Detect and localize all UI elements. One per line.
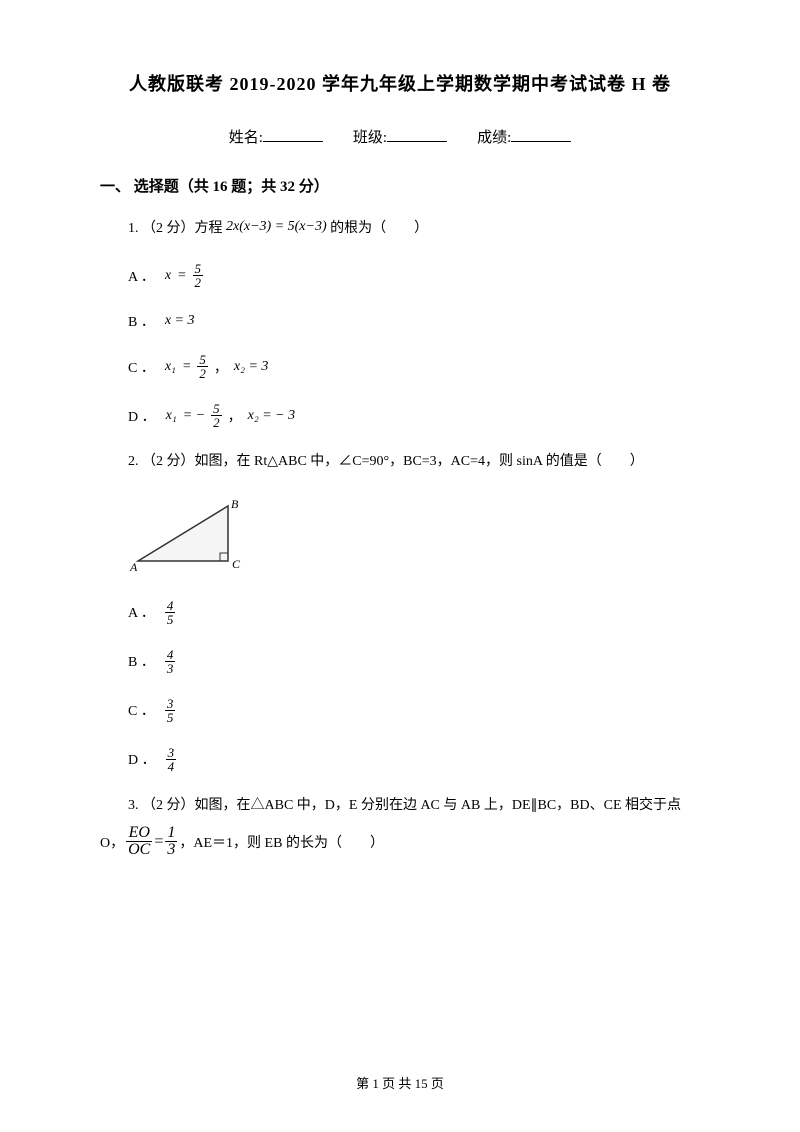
page-title: 人教版联考 2019-2020 学年九年级上学期数学期中考试试卷 H 卷	[100, 70, 700, 96]
q2-option-d[interactable]: D ． 3 4	[128, 746, 700, 773]
q1-optA-frac: 5 2	[193, 262, 204, 289]
page-footer: 第 1 页 共 15 页	[0, 1073, 800, 1092]
q1-optC-x2: x₂ = 3	[234, 359, 269, 375]
q1-optC-sep: ，	[214, 357, 228, 377]
q2-option-a[interactable]: A ． 4 5	[128, 599, 700, 626]
q2-stem: 2. （2 分）如图，在 Rt△ABC 中，∠C=90°，BC=3，AC=4，则…	[128, 451, 700, 473]
q1-equation: 2x(x−3) = 5(x−3)	[226, 219, 327, 234]
class-label: 班级:	[353, 130, 387, 146]
score-label: 成绩:	[477, 130, 511, 146]
q1-optA-num: 5	[193, 262, 204, 275]
q2-option-c[interactable]: C ． 3 5	[128, 697, 700, 724]
q1-optA-eq: =	[177, 268, 186, 284]
q1-option-b[interactable]: B ． x = 3	[128, 311, 700, 331]
q1-optD-x2: x₂ = − 3	[248, 408, 295, 424]
exam-page: 人教版联考 2019-2020 学年九年级上学期数学期中考试试卷 H 卷 姓名:…	[0, 0, 800, 1132]
student-info-line: 姓名: 班级: 成绩:	[100, 126, 700, 147]
section-1-heading: 一、 选择题（共 16 题；共 32 分）	[100, 175, 700, 196]
q2-optD-num: 3	[166, 746, 177, 759]
q1-option-c[interactable]: C ． x₁ = 5 2 ， x₂ = 3	[128, 353, 700, 380]
q2-option-b[interactable]: B ． 4 3	[128, 648, 700, 675]
q1-optD-sep: ，	[228, 406, 242, 426]
q1-optD-frac: 5 2	[211, 402, 222, 429]
vertex-A: A	[129, 560, 138, 574]
class-blank[interactable]	[387, 141, 447, 142]
q3-frac2-num: 1	[165, 825, 177, 841]
footer-total: 15	[415, 1076, 428, 1091]
q1-option-d[interactable]: D ． x₁ = − 5 2 ， x₂ = − 3	[128, 402, 700, 429]
q2-optC-label: C ．	[128, 700, 155, 720]
q3-frac1-den: OC	[126, 841, 152, 858]
footer-mid: 页 共	[379, 1076, 415, 1091]
q1-optA-var: x	[165, 268, 171, 284]
q1-optC-eq1: =	[182, 359, 191, 375]
q1-optD-eq1: = −	[183, 408, 205, 424]
vertex-B: B	[231, 497, 239, 511]
q2-optA-den: 5	[165, 612, 176, 626]
q2-optA-frac: 4 5	[165, 599, 176, 626]
q1-option-a[interactable]: A ． x = 5 2	[128, 262, 700, 289]
q3-frac1-num: EO	[127, 825, 152, 841]
q2-optD-label: D ．	[128, 749, 156, 769]
q1-optC-label: C ．	[128, 357, 155, 377]
q2-optD-den: 4	[166, 759, 177, 773]
q3-stem: 3. （2 分）如图，在△ABC 中，D，E 分别在边 AC 与 AB 上，DE…	[128, 795, 700, 817]
q1-optC-den: 2	[197, 366, 208, 380]
q1-stem: 1. （2 分）方程 2x(x−3) = 5(x−3) 的根为（ ）	[128, 218, 700, 240]
q1-stem-pre: 1. （2 分）方程	[128, 221, 226, 236]
q1-optC-frac: 5 2	[197, 353, 208, 380]
vertex-C: C	[232, 557, 241, 571]
q1-optA-label: A ．	[128, 266, 155, 286]
q1-optC-num: 5	[197, 353, 208, 366]
q2-optB-num: 4	[165, 648, 176, 661]
q3-line2-pre: O，	[100, 832, 124, 852]
q1-optC-x1: x₁	[165, 359, 176, 375]
name-label: 姓名:	[229, 130, 263, 146]
footer-pre: 第	[356, 1076, 372, 1091]
q3-frac2-den: 3	[165, 841, 177, 858]
q1-optD-num: 5	[211, 402, 222, 415]
q3-frac2: 1 3	[165, 825, 177, 858]
q2-optD-frac: 3 4	[166, 746, 177, 773]
q1-optB-math: x = 3	[165, 313, 195, 329]
q3-stem-line2: O， EO OC = 1 3 ，AE＝1，则 EB 的长为（ ）	[100, 825, 700, 858]
triangle-icon: A B C	[128, 496, 258, 576]
name-blank[interactable]	[263, 141, 323, 142]
q2-optB-label: B ．	[128, 651, 155, 671]
q2-optC-frac: 3 5	[165, 697, 176, 724]
q2-optA-label: A ．	[128, 602, 155, 622]
q3-eq: =	[154, 833, 163, 851]
q2-figure: A B C	[128, 496, 700, 581]
q1-optD-den: 2	[211, 415, 222, 429]
q1-optB-label: B ．	[128, 311, 155, 331]
q3-line2-post: ，AE＝1，则 EB 的长为（ ）	[179, 832, 384, 852]
q1-optD-x1: x₁	[166, 408, 177, 424]
q2-optA-num: 4	[165, 599, 176, 612]
q2-optC-num: 3	[165, 697, 176, 710]
score-blank[interactable]	[511, 141, 571, 142]
q3-frac1: EO OC	[126, 825, 152, 858]
footer-post: 页	[428, 1076, 444, 1091]
q1-optA-den: 2	[193, 275, 204, 289]
q2-optC-den: 5	[165, 710, 176, 724]
q1-optD-label: D ．	[128, 406, 156, 426]
q2-optB-den: 3	[165, 661, 176, 675]
q2-optB-frac: 4 3	[165, 648, 176, 675]
q1-stem-post: 的根为（ ）	[330, 221, 428, 236]
